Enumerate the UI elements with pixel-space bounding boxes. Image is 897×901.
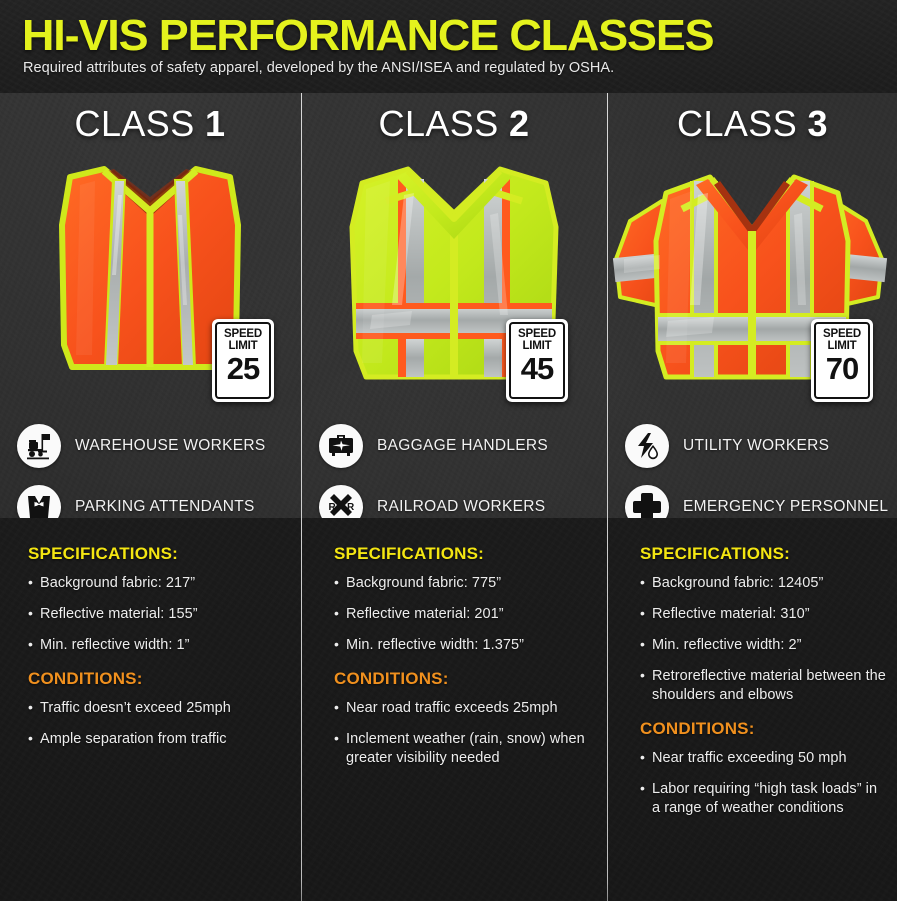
class-3-vest-illustration [608, 155, 897, 410]
spec-item: Background fabric: 217” [28, 573, 286, 593]
spec-item: Min. reflective width: 1” [28, 635, 286, 655]
forklift-icon [17, 423, 61, 468]
spec-item: Reflective material: 310” [640, 604, 887, 624]
class-1-heading-number: 1 [205, 103, 226, 144]
condition-item: Near road traffic exceeds 25mph [334, 698, 592, 718]
specifications-heading: SPECIFICATIONS: [334, 544, 485, 563]
speed-limit-sign-3: SPEED LIMIT 70 [811, 319, 873, 402]
speed-limit-sign-2: SPEED LIMIT 45 [506, 319, 568, 402]
condition-item: Traffic doesn’t exceed 25mph [28, 698, 286, 718]
class-column-3: CLASS 3 [608, 93, 897, 901]
sign-limit-label: LIMIT [827, 340, 857, 352]
class-column-1: CLASS 1 [0, 93, 300, 901]
specifications-list-2: Background fabric: 775” Reflective mater… [334, 573, 592, 655]
conditions-heading: CONDITIONS: [28, 669, 143, 688]
vest-2-svg [349, 166, 559, 380]
spec-item: Reflective material: 155” [28, 604, 286, 624]
role-label: UTILITY WORKERS [683, 436, 830, 454]
specifications-list-1: Background fabric: 217” Reflective mater… [28, 573, 286, 655]
speed-limit-value-2: 45 [520, 351, 554, 386]
spec-item: Background fabric: 12405” [640, 573, 887, 593]
lower-divider-1 [300, 518, 302, 901]
condition-item: Near traffic exceeding 50 mph [640, 748, 887, 768]
condition-item: Ample separation from traffic [28, 729, 286, 749]
class-columns: CLASS 1 [0, 93, 897, 901]
specifications-list-3: Background fabric: 12405” Reflective mat… [640, 573, 887, 705]
class-1-heading: CLASS 1 [0, 103, 300, 145]
role-item: UTILITY WORKERS [608, 415, 897, 476]
role-label: RAILROAD WORKERS [377, 497, 546, 515]
role-label: WAREHOUSE WORKERS [75, 436, 266, 454]
class-3-heading-number: 3 [807, 103, 828, 144]
specifications-heading: SPECIFICATIONS: [28, 544, 179, 563]
specifications-panel: SPECIFICATIONS: Background fabric: 217” … [0, 518, 897, 901]
column-divider-1 [300, 93, 302, 901]
role-label: EMERGENCY PERSONNEL [683, 497, 889, 515]
role-label: BAGGAGE HANDLERS [377, 436, 549, 454]
spec-item: Reflective material: 201” [334, 604, 592, 624]
spec-item: Min. reflective width: 2” [640, 635, 887, 655]
suitcase-airplane-icon [319, 423, 363, 468]
role-item: WAREHOUSE WORKERS [0, 415, 300, 476]
speed-limit-sign-1: SPEED LIMIT 25 [212, 319, 274, 402]
sign-limit-label: LIMIT [228, 340, 258, 352]
role-item: BAGGAGE HANDLERS [302, 415, 606, 476]
vest-3-svg [612, 174, 888, 380]
vest-1-svg [59, 166, 241, 370]
class-1-vest-illustration [0, 155, 300, 410]
svg-text:R: R [347, 502, 355, 513]
condition-item: Inclement weather (rain, snow) when grea… [334, 729, 592, 768]
role-item: R R RAILROAD WORKERS [302, 476, 606, 537]
sign-speed-label: SPEED [224, 328, 262, 340]
conditions-list-3: Near traffic exceeding 50 mph Labor requ… [640, 748, 887, 818]
header-banner: HI-VIS PERFORMANCE CLASSES Required attr… [0, 0, 897, 93]
conditions-list-1: Traffic doesn’t exceed 25mph Ample separ… [28, 698, 286, 749]
conditions-heading: CONDITIONS: [640, 719, 755, 738]
lower-divider-2 [606, 518, 608, 901]
lightning-bolt-water-drop-icon [625, 423, 669, 468]
conditions-list-2: Near road traffic exceeds 25mph Inclemen… [334, 698, 592, 768]
specs-column-1: SPECIFICATIONS: Background fabric: 217” … [0, 518, 300, 901]
sign-speed-label: SPEED [518, 328, 556, 340]
sign-speed-label: SPEED [823, 328, 861, 340]
speed-limit-value-1: 25 [226, 351, 260, 386]
spec-item: Retroreflective material between the sho… [640, 666, 887, 705]
specifications-heading: SPECIFICATIONS: [640, 544, 791, 563]
class-2-heading: CLASS 2 [302, 103, 606, 145]
role-label: PARKING ATTENDANTS [75, 497, 255, 515]
speed-limit-value-3: 70 [825, 351, 859, 386]
class-3-heading-word: CLASS [677, 103, 798, 144]
class-2-heading-number: 2 [509, 103, 530, 144]
svg-text:R: R [329, 502, 337, 513]
class-2-vest-illustration [302, 155, 606, 410]
spec-item: Min. reflective width: 1.375” [334, 635, 592, 655]
class-2-heading-word: CLASS [378, 103, 499, 144]
header-texture [0, 0, 897, 93]
page-title: HI-VIS PERFORMANCE CLASSES [22, 11, 715, 60]
spec-item: Background fabric: 775” [334, 573, 592, 593]
condition-item: Labor requiring “high task loads” in a r… [640, 779, 887, 818]
specs-column-2: SPECIFICATIONS: Background fabric: 775” … [302, 518, 606, 901]
conditions-heading: CONDITIONS: [334, 669, 449, 688]
page-subtitle: Required attributes of safety apparel, d… [23, 60, 615, 76]
class-3-heading: CLASS 3 [608, 103, 897, 145]
column-divider-2 [606, 93, 608, 901]
class-1-heading-word: CLASS [74, 103, 195, 144]
sign-limit-label: LIMIT [522, 340, 552, 352]
specs-column-3: SPECIFICATIONS: Background fabric: 12405… [608, 518, 897, 901]
